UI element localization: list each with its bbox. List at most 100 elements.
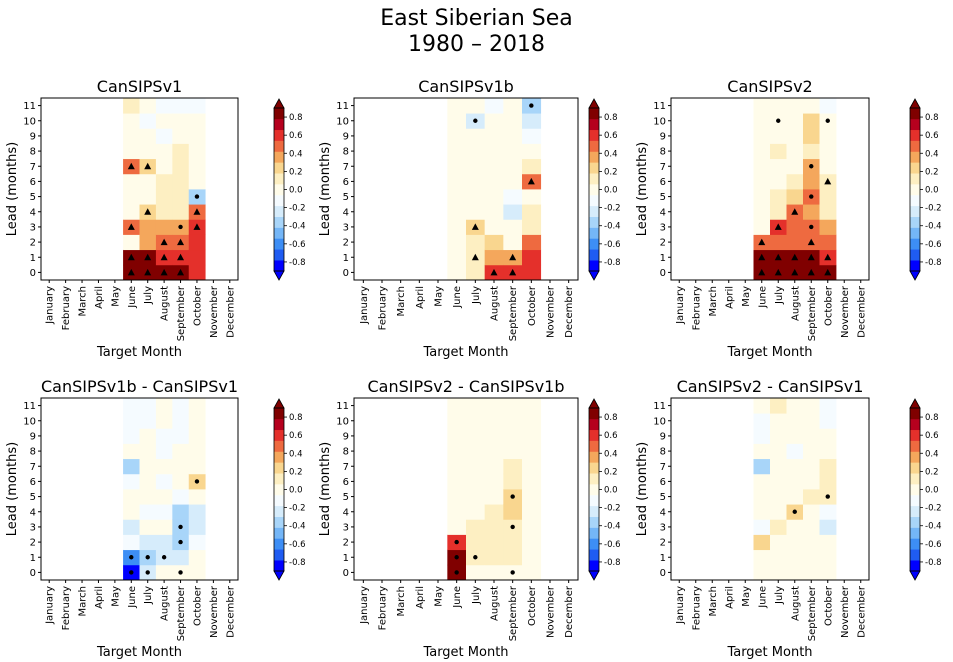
significance-triangle: [758, 253, 766, 261]
significance-dot: [792, 509, 797, 514]
heatmap-cell: [803, 534, 820, 551]
colorbar-segment: [910, 227, 920, 239]
significance-dot: [809, 194, 814, 199]
heatmap-cell: [447, 458, 467, 475]
x-tick-label: October: [192, 285, 203, 326]
heatmap-cell: [188, 428, 206, 444]
plot-frame: [40, 97, 239, 281]
significance-dot: [510, 570, 515, 575]
heatmap-cell: [522, 204, 542, 220]
x-tick-label: June: [757, 286, 768, 309]
y-axis-label: Lead (months): [318, 142, 333, 236]
heatmap-cell: [447, 428, 467, 444]
heatmap-cell: [155, 98, 173, 114]
heatmap-cell: [770, 534, 787, 551]
heatmap-cell: [188, 534, 206, 551]
significance-triangle: [144, 208, 152, 215]
heatmap-cell: [466, 398, 486, 414]
colorbar-segment: [274, 140, 284, 152]
heatmap-panel: CanSIPSv1 0 1 2 3 4 5 6 7 8 9 10 11 January February Ma…: [5, 77, 306, 360]
y-tick-label: 9: [660, 431, 666, 442]
heatmap-cell: [786, 128, 804, 144]
plot-frame: [670, 97, 870, 281]
colorbar-segment: [589, 216, 599, 228]
heatmap-cell: [503, 428, 523, 444]
colorbar-tick-label: 0.2: [289, 467, 303, 477]
colorbar-tick-label: 0.0: [289, 486, 303, 496]
heatmap-cell: [503, 413, 523, 429]
y-tick-label: 0: [30, 268, 36, 279]
heatmap-cell: [139, 234, 157, 251]
x-tick-label: December: [856, 285, 867, 338]
heatmap-cell: [139, 413, 157, 429]
heatmap-cell: [753, 443, 771, 460]
y-tick-label: 6: [30, 177, 36, 188]
colorbar-segment: [910, 484, 920, 496]
heatmap-cell: [770, 413, 787, 429]
colorbar-tick-label: -0.4: [604, 222, 621, 232]
heatmap-cell: [466, 128, 486, 144]
heatmap-cell: [139, 219, 157, 235]
heatmap-cell: [172, 458, 190, 475]
significance-triangle: [490, 268, 498, 276]
x-axis-label: Target Month: [726, 645, 812, 660]
heatmap-cell: [155, 219, 173, 235]
x-tick-label: March: [396, 286, 407, 316]
heatmap-cell: [466, 458, 486, 475]
heatmap-cell: [139, 128, 157, 144]
heatmap-cell: [770, 458, 787, 475]
heatmap-cell: [503, 189, 523, 205]
colorbar-segment: [910, 418, 920, 431]
y-tick-label: 1: [343, 553, 349, 564]
x-tick-label: December: [856, 585, 867, 638]
colorbar-segment: [589, 516, 599, 528]
heatmap-cell: [123, 534, 140, 551]
y-tick-label: 10: [23, 416, 36, 427]
heatmap-cell: [786, 98, 804, 114]
heatmap-cell: [819, 189, 837, 205]
colorbar-extend-min: [273, 570, 285, 581]
colorbar-segment: [274, 249, 284, 261]
heatmap-cell: [803, 413, 820, 429]
colorbar-segment: [589, 140, 599, 152]
colorbar-segment: [910, 194, 920, 207]
heatmap-cell: [786, 428, 804, 444]
panel-title: CanSIPSv1b: [418, 77, 514, 96]
x-tick-label: November: [546, 285, 557, 338]
colorbar-tick-label: 0.6: [925, 131, 939, 141]
heatmap-cell: [770, 158, 787, 175]
heatmap-cell: [484, 443, 504, 460]
heatmap-cell: [753, 128, 771, 144]
y-tick-label: 6: [343, 477, 349, 488]
colorbar-segment: [274, 238, 284, 250]
heatmap-cell: [819, 219, 837, 235]
x-tick-label: July: [143, 286, 154, 305]
heatmap-cell: [466, 504, 486, 520]
heatmap-cell: [188, 143, 206, 160]
colorbar: -0.8 -0.6 -0.4 -0.2 0.0 0.2 0.4 0.6 0.8: [588, 98, 621, 281]
x-tick-label: August: [790, 586, 801, 621]
significance-triangle: [758, 238, 766, 246]
y-tick-label: 4: [660, 507, 666, 518]
heatmap-cell: [522, 234, 542, 251]
heatmap-cell: [188, 413, 206, 429]
x-tick-label: April: [415, 286, 426, 309]
colorbar-segment: [274, 184, 284, 196]
x-tick-label: September: [176, 285, 187, 341]
panel-title: CanSIPSv2: [727, 77, 812, 96]
y-tick-label: 1: [30, 253, 36, 264]
colorbar-tick-label: 0.2: [289, 167, 303, 177]
heatmap-cell: [466, 413, 486, 429]
colorbar-tick-label: 0.6: [289, 131, 303, 141]
heatmap-cell: [803, 143, 820, 160]
heatmap-cell: [484, 173, 504, 190]
colorbar-segment: [274, 194, 284, 207]
colorbar-segment: [910, 238, 920, 250]
heatmap-cell: [786, 398, 804, 414]
significance-triangle: [509, 268, 517, 276]
heatmap-cell: [139, 173, 157, 190]
heatmap-cell: [466, 189, 486, 205]
heatmap-cell: [123, 173, 140, 190]
colorbar-segment: [910, 516, 920, 528]
x-tick-label: February: [378, 586, 389, 630]
